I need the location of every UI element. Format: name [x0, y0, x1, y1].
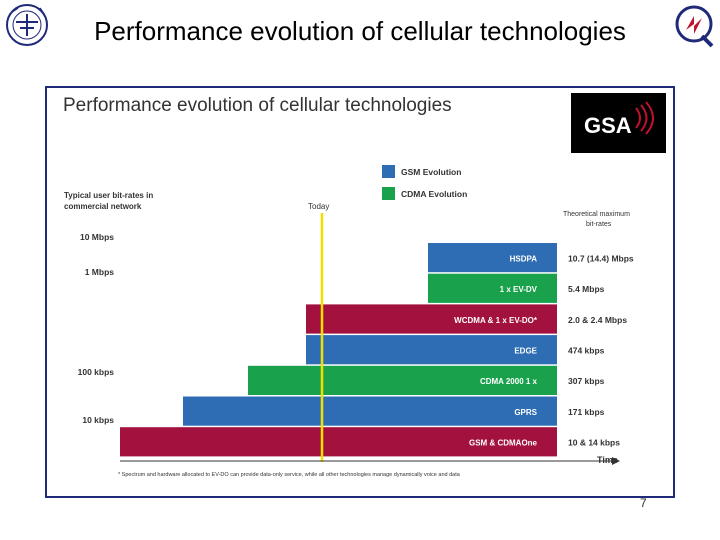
y-axis-label-line2: commercial network [64, 202, 142, 211]
bar-3 [306, 335, 557, 365]
bar-label-2: WCDMA & 1 x EV-DO* [454, 316, 538, 325]
bars-group: HSDPA 1 x EV-DV WCDMA & 1 x EV-DO* EDGE CDMA… [120, 243, 557, 457]
rate-label-5: 171 kbps [568, 407, 605, 417]
rate-label-3: 474 kbps [568, 345, 605, 355]
institute-logo-icon [6, 4, 48, 46]
gsa-logo: GSA [571, 93, 666, 153]
rate-label-6: 10 & 14 kbps [568, 438, 620, 448]
bar-0 [428, 243, 557, 273]
rate-label-2: 2.0 & 2.4 Mbps [568, 315, 627, 325]
x-axis-arrow [612, 457, 620, 465]
rate-label-4: 307 kbps [568, 376, 605, 386]
bar-5 [183, 396, 557, 426]
y-tick-label-1: 1 Mbps [85, 267, 115, 277]
page-number: 7 [640, 496, 647, 510]
rate-label-1: 5.4 Mbps [568, 284, 605, 294]
legend-label-1: CDMA Evolution [401, 189, 467, 199]
rate-label-0: 10.7 (14.4) Mbps [568, 253, 634, 263]
y-axis-label-line1: Typical user bit-rates in [64, 191, 153, 200]
y-tick-label-0: 10 Mbps [80, 232, 114, 242]
bar-1 [428, 273, 557, 303]
y-ticks: 10 Mbps 1 Mbps 100 kbps 10 kbps [78, 232, 115, 425]
bar-label-3: EDGE [514, 346, 537, 355]
legend-swatch-1 [382, 187, 395, 200]
legend-label-0: GSM Evolution [401, 167, 461, 177]
org-logo-icon [675, 5, 714, 48]
chart-legend: GSM Evolution CDMA Evolution [382, 165, 467, 200]
x-axis-label: Time [597, 455, 618, 465]
bar-label-6: GSM & CDMAOne [469, 439, 538, 448]
legend-swatch-0 [382, 165, 395, 178]
gsa-logo-text: GSA [584, 113, 632, 138]
bar-label-4: CDMA 2000 1 x [480, 377, 538, 386]
rates-header-line1: Theoretical maximum [563, 211, 630, 218]
today-label: Today [308, 202, 329, 211]
bar-4 [248, 365, 557, 395]
figure-title: Performance evolution of cellular techno… [63, 95, 452, 116]
bar-6 [120, 427, 557, 457]
slide-title: Performance evolution of cellular techno… [94, 16, 626, 46]
y-tick-label-3: 10 kbps [82, 415, 114, 425]
bar-label-0: HSDPA [510, 254, 538, 263]
bar-label-1: 1 x EV-DV [500, 285, 538, 294]
y-tick-label-2: 100 kbps [78, 367, 115, 377]
rates-header-line2: bit-rates [586, 221, 612, 228]
bar-2 [306, 304, 557, 334]
rate-labels: 10.7 (14.4) Mbps 5.4 Mbps 2.0 & 2.4 Mbps 47… [568, 253, 634, 447]
bar-label-5: GPRS [514, 408, 537, 417]
footnote: * Spectrum and hardware allocated to EV-… [118, 472, 461, 478]
